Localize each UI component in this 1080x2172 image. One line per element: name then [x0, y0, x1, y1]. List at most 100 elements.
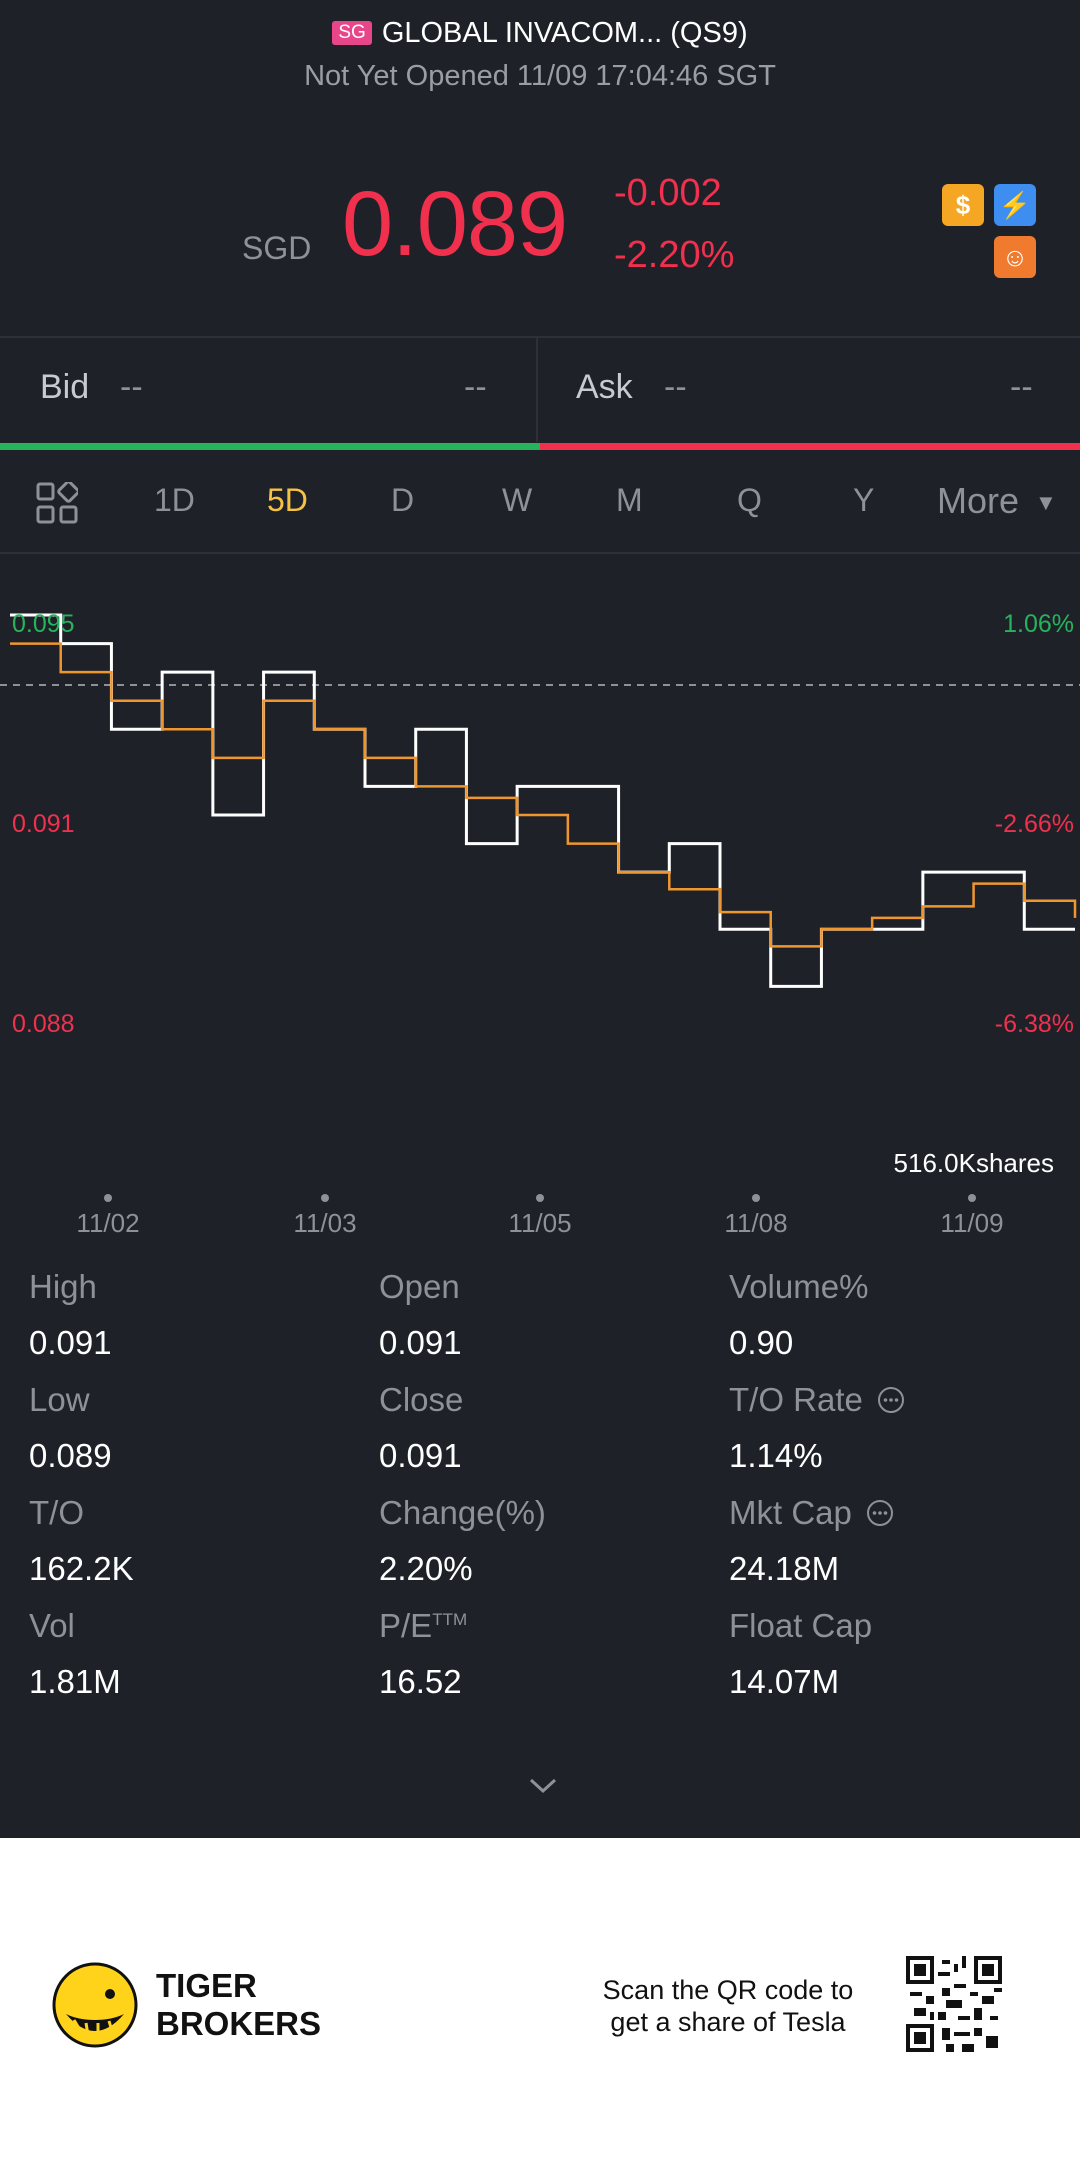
tab-d[interactable]: D — [391, 482, 415, 518]
stat-label-text: T/O Rate — [729, 1381, 863, 1418]
header: SG GLOBAL INVACOM... (QS9) Not Yet Opene… — [0, 12, 1080, 93]
stat-label-text: P/E — [379, 1607, 433, 1644]
stat-value: 0.089 — [29, 1437, 112, 1474]
stat-label: P/ETTM — [379, 1607, 467, 1645]
currency-label: SGD — [242, 230, 312, 266]
stat-label-text: Mkt Cap — [729, 1494, 852, 1531]
brain-icon[interactable]: ☺ — [994, 236, 1036, 278]
y-left-label-bottom: 0.088 — [12, 1010, 75, 1038]
bid-size: -- — [464, 368, 487, 406]
x-tick-dot — [321, 1194, 329, 1202]
promo-line2: get a share of Tesla — [610, 2007, 846, 2037]
chevron-down-icon: ▼ — [1035, 490, 1057, 516]
x-tick-dot — [752, 1194, 760, 1202]
y-right-label-top: 1.06% — [1003, 610, 1074, 638]
stat-value: 16.52 — [379, 1663, 462, 1700]
stat-label: Volume% — [729, 1268, 869, 1305]
expand-chevron-icon[interactable] — [528, 1776, 558, 1796]
stat-value: 1.81M — [29, 1663, 121, 1700]
ask-size: -- — [1010, 368, 1033, 406]
ask-volume-bar — [540, 443, 1080, 450]
tab-5d[interactable]: 5D — [267, 482, 308, 518]
stat-label: Change(%) — [379, 1494, 546, 1531]
stat-label: T/O Rate — [729, 1381, 906, 1419]
stat-volume: Vol 1.81M — [29, 1607, 121, 1701]
x-tick-dot — [968, 1194, 976, 1202]
stock-name[interactable]: GLOBAL INVACOM... (QS9) — [381, 16, 748, 49]
y-left-label-top: 0.095 — [12, 610, 75, 638]
brand-line1: TIGER — [156, 1967, 257, 2004]
tab-m[interactable]: M — [616, 482, 643, 518]
promo-text: Scan the QR code to get a share of Tesla — [598, 1974, 858, 2038]
stat-turnover-rate: T/O Rate 1.14% — [729, 1381, 906, 1475]
tab-y[interactable]: Y — [853, 482, 875, 518]
x-label-2: 11/03 — [293, 1208, 356, 1238]
stat-label: Float Cap — [729, 1607, 873, 1644]
stat-value: 0.091 — [379, 1324, 462, 1361]
tab-1d[interactable]: 1D — [154, 482, 195, 518]
bid-volume-bar — [0, 443, 540, 450]
stat-label: Mkt Cap — [729, 1494, 895, 1532]
stat-close: Close 0.091 — [379, 1381, 463, 1475]
promo-line1: Scan the QR code to — [602, 1975, 854, 2005]
stat-value: 0.90 — [729, 1324, 794, 1361]
stat-open: Open 0.091 — [379, 1268, 462, 1362]
x-tick-dot — [536, 1194, 544, 1202]
ask-label: Ask — [576, 368, 633, 406]
period-tabs: 1D 5D D W M Q Y More ▼ — [0, 452, 1080, 552]
tab-more[interactable]: More ▼ — [937, 480, 1057, 522]
x-label-5: 11/09 — [940, 1208, 1003, 1238]
bid-label: Bid — [40, 368, 90, 406]
tiger-logo-icon — [52, 1962, 138, 2048]
bid-section: Bid -- -- — [0, 338, 538, 442]
average-series-line — [10, 642, 1077, 948]
price-change-percent: -2.20% — [614, 234, 735, 276]
stat-value: 24.18M — [729, 1550, 840, 1587]
stat-market-cap: Mkt Cap 24.18M — [729, 1494, 895, 1588]
stat-label: T/O — [29, 1494, 84, 1531]
y-left-label-mid: 0.091 — [12, 810, 75, 838]
tab-q[interactable]: Q — [737, 482, 762, 518]
divider — [0, 336, 1080, 338]
stat-pe: P/ETTM 16.52 — [379, 1607, 467, 1701]
grid-icon[interactable] — [36, 480, 80, 529]
stat-label: Low — [29, 1381, 90, 1418]
stat-label: Close — [379, 1381, 464, 1418]
stat-change-pct: Change(%) 2.20% — [379, 1494, 546, 1588]
dollar-icon[interactable]: $ — [942, 184, 984, 226]
stat-value: 0.091 — [379, 1437, 462, 1474]
stat-volume-pct: Volume% 0.90 — [729, 1268, 868, 1362]
price-series-line — [10, 613, 1075, 988]
x-label-4: 11/08 — [724, 1208, 787, 1238]
stat-value: 14.07M — [729, 1663, 840, 1700]
stat-label-sup: TTM — [432, 1610, 468, 1629]
y-right-label-mid: -2.66% — [995, 810, 1074, 838]
stat-low: Low 0.089 — [29, 1381, 112, 1475]
x-label-3: 11/05 — [508, 1208, 571, 1238]
price-chart[interactable]: 0.095 0.091 0.088 1.06% -2.66% -6.38% 51… — [0, 555, 1080, 1245]
divider — [0, 552, 1080, 554]
tab-w[interactable]: W — [502, 482, 533, 518]
info-icon[interactable] — [865, 1498, 895, 1528]
market-badge: SG — [332, 21, 372, 45]
stat-label: High — [29, 1268, 97, 1305]
stat-value: 162.2K — [29, 1550, 134, 1587]
info-icon[interactable] — [876, 1385, 906, 1415]
stat-label: Open — [379, 1268, 460, 1305]
last-price: 0.089 — [342, 173, 568, 275]
x-label-1: 11/02 — [76, 1208, 139, 1238]
x-tick-dot — [104, 1194, 112, 1202]
stat-label: Vol — [29, 1607, 75, 1644]
brand-logo: TIGER BROKERS — [52, 1962, 321, 2048]
stat-value: 1.14% — [729, 1437, 823, 1474]
stat-turnover: T/O 162.2K — [29, 1494, 134, 1588]
bid-price: -- — [120, 368, 143, 406]
bid-ask-panel: Bid -- -- Ask -- -- — [0, 338, 1080, 442]
share-footer — [0, 1838, 1080, 2172]
qr-code-icon[interactable] — [906, 1956, 1002, 2052]
stat-float-cap: Float Cap 14.07M — [729, 1607, 872, 1701]
stat-value: 2.20% — [379, 1550, 473, 1587]
more-label: More — [937, 480, 1020, 521]
lightning-icon[interactable]: ⚡ — [994, 184, 1036, 226]
y-right-label-bottom: -6.38% — [995, 1010, 1074, 1038]
